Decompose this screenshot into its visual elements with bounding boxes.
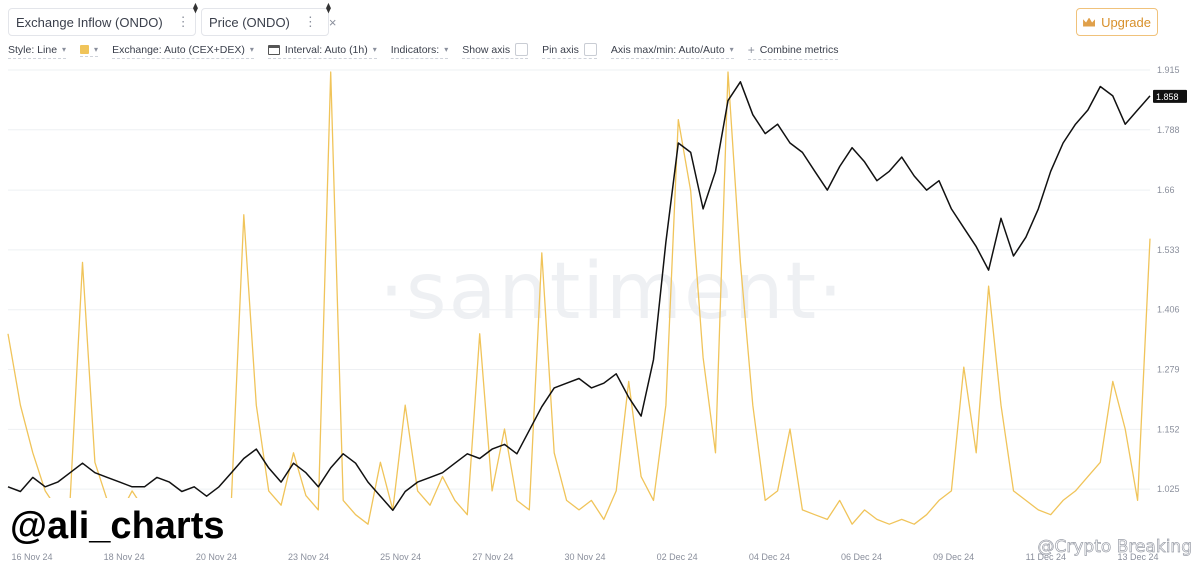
y-axis: 1.915 1.788 1.66 1.533 1.406 1.279 1.152 1.025 xyxy=(1157,65,1180,494)
y-tick-label: 1.915 xyxy=(1157,65,1180,75)
tab-label: Exchange Inflow (ONDO) xyxy=(16,14,163,30)
show-axis-label: Show axis xyxy=(462,43,511,56)
indicators-label: Indicators: xyxy=(390,43,440,56)
y-tick-label: 1.788 xyxy=(1157,125,1180,135)
tab-price[interactable]: Price (ONDO) ⋮ × ⧫ xyxy=(201,3,336,36)
watermark: ·santiment· xyxy=(379,247,845,337)
y-tick-label: 1.279 xyxy=(1157,365,1180,375)
color-swatch-icon xyxy=(80,45,90,54)
x-tick-label: 11 Dec 24 xyxy=(1026,552,1066,562)
checkbox[interactable] xyxy=(515,43,529,56)
checkbox[interactable] xyxy=(583,43,597,56)
chart-toolbar: Style: Line ▾ ▾ Exchange: Auto (CEX+DEX) ▾… xyxy=(8,42,839,60)
combine-metrics-label: Combine metrics xyxy=(759,43,839,56)
exchange-dropdown[interactable]: Exchange: Auto (CEX+DEX) ▾ xyxy=(112,44,254,59)
upgrade-label: Upgrade xyxy=(1101,14,1151,30)
close-icon[interactable]: × xyxy=(328,14,337,30)
axis-maxmin-label: Axis max/min: Auto/Auto xyxy=(610,43,725,56)
x-tick-label: 06 Dec 24 xyxy=(841,552,882,562)
chart-area[interactable]: ·santiment· 1.915 1.788 1.66 1.533 1.406 1.27… xyxy=(0,60,1200,566)
pin-axis-toggle[interactable]: Pin axis xyxy=(542,43,597,59)
pin-axis-label: Pin axis xyxy=(542,43,579,56)
y-tick-label: 1.533 xyxy=(1157,245,1180,255)
chevron-down-icon: ▾ xyxy=(729,45,734,54)
interval-label: Interval: Auto (1h) xyxy=(284,43,368,56)
chevron-down-icon: ▾ xyxy=(372,45,377,54)
color-picker[interactable]: ▾ xyxy=(80,45,99,57)
last-price-label: 1.858 xyxy=(1156,92,1179,102)
ethereum-icon: ⧫ xyxy=(326,3,331,14)
last-price-badge xyxy=(1153,89,1187,103)
x-tick-label: 04 Dec 24 xyxy=(749,552,790,562)
credit-overlay-text: @Crypto Breaking xyxy=(1038,537,1192,557)
y-tick-label: 1.406 xyxy=(1157,305,1180,315)
y-tick-label: 1.66 xyxy=(1157,185,1175,195)
tab-label: Price (ONDO) xyxy=(209,14,290,30)
ethereum-icon: ⧫ xyxy=(193,3,198,14)
handle-overlay-bg xyxy=(0,498,248,548)
x-tick-label: 20 Nov 24 xyxy=(196,552,237,562)
style-label: Style: Line xyxy=(8,43,58,56)
calendar-icon xyxy=(267,44,280,55)
chevron-down-icon: ▾ xyxy=(62,45,67,54)
x-tick-label: 27 Nov 24 xyxy=(472,552,513,562)
chevron-down-icon: ▾ xyxy=(249,45,254,54)
interval-dropdown[interactable]: Interval: Auto (1h) ▾ xyxy=(267,43,377,59)
x-tick-label: 09 Dec 24 xyxy=(933,552,974,562)
axis-maxmin-dropdown[interactable]: Axis max/min: Auto/Auto ▾ xyxy=(610,43,734,59)
last-price-marker: 1.858 xyxy=(1153,89,1187,103)
plus-icon: + xyxy=(747,42,755,57)
price-series xyxy=(7,81,1151,512)
x-tick-label: 13 Dec 24 xyxy=(1117,552,1158,562)
style-dropdown[interactable]: Style: Line ▾ xyxy=(8,43,67,59)
x-tick-label: 30 Nov 24 xyxy=(564,552,605,562)
tab-menu-icon[interactable]: ⋮ xyxy=(303,14,317,29)
exchange-label: Exchange: Auto (CEX+DEX) xyxy=(112,43,245,56)
chevron-down-icon: ▾ xyxy=(444,45,449,54)
crown-icon xyxy=(1083,17,1096,27)
x-axis: 16 Nov 24 18 Nov 24 20 Nov 24 23 Nov 24 25 N… xyxy=(11,552,1158,562)
x-tick-label: 25 Nov 24 xyxy=(380,552,421,562)
grid xyxy=(8,69,1150,490)
x-tick-label: 16 Nov 24 xyxy=(11,552,52,562)
y-tick-label: 1.152 xyxy=(1157,424,1180,434)
handle-overlay-text: @ali_charts xyxy=(10,505,225,547)
indicators-dropdown[interactable]: Indicators: ▾ xyxy=(390,43,449,59)
x-tick-label: 23 Nov 24 xyxy=(288,552,329,562)
price-line xyxy=(7,81,1151,512)
x-tick-label: 18 Nov 24 xyxy=(104,552,145,562)
chevron-down-icon: ▾ xyxy=(94,45,99,54)
y-tick-label: 1.025 xyxy=(1157,484,1180,494)
combine-metrics-button[interactable]: + Combine metrics xyxy=(747,42,839,60)
x-tick-label: 02 Dec 24 xyxy=(657,552,698,562)
upgrade-button[interactable]: Upgrade xyxy=(1076,8,1158,36)
tab-exchange-inflow[interactable]: Exchange Inflow (ONDO) ⋮ × ⧫ xyxy=(8,3,209,36)
show-axis-toggle[interactable]: Show axis xyxy=(462,43,529,59)
tab-menu-icon[interactable]: ⋮ xyxy=(176,14,190,29)
